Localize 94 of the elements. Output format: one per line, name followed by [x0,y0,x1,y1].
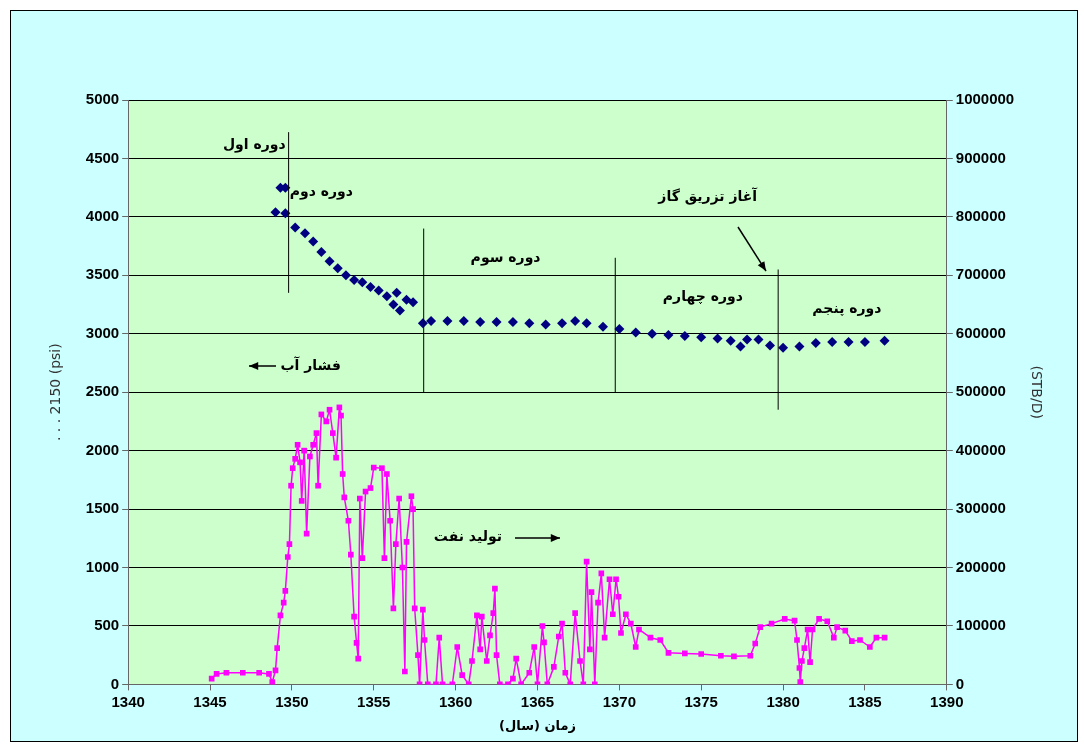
x-tick-label: 1355 [357,692,391,710]
y2-tick-label: 600000 [955,323,1006,341]
y2-tick-label: 700000 [955,265,1006,283]
y2-tick-label: 400000 [955,440,1006,458]
point [524,318,535,329]
y-axis-title: . . . 2150 (psi) [47,343,64,442]
point [581,318,592,329]
point [742,334,753,345]
point [290,222,301,233]
point [778,342,789,353]
point [810,338,821,349]
point [381,291,392,302]
point [426,315,437,326]
annotation: دوره اول [222,136,286,154]
y-tick-label: 500 [94,616,120,634]
y-tick-label: 1000 [85,557,120,575]
point [280,208,291,219]
y-tick-label: 2000 [85,440,120,458]
x-tick-label: 1370 [602,692,637,710]
annotation: تولید نفت [433,528,502,546]
x-tick-label: 1345 [193,692,227,710]
annotation: آغاز تزریق گاز [657,187,759,206]
x-tick-label: 1390 [930,692,964,710]
point [753,334,764,345]
point [679,331,690,342]
point [843,336,854,347]
y-tick-label: 4000 [85,207,120,225]
x-tick-label: 1375 [684,692,718,710]
point [696,332,707,343]
y2-tick-label: 900000 [955,148,1006,166]
point [597,321,608,332]
point [340,270,351,281]
annotation: دوره دوم [289,182,353,200]
point [827,336,838,347]
y2-tick-label: 1000000 [955,90,1015,108]
y2-tick-label: 100000 [955,616,1006,634]
point [647,328,658,339]
x-tick-label: 1350 [275,692,309,710]
point [557,318,568,329]
annotation: دوره سوم [470,249,541,267]
point [316,246,327,257]
y2-axis-title: (STB/D) [1028,365,1045,419]
point [373,285,384,296]
point [570,315,581,326]
y-tick-label: 5000 [85,90,120,108]
point [663,329,674,340]
y-tick-label: 4500 [85,148,120,166]
x-tick-label: 1385 [848,692,882,710]
point [859,336,870,347]
point [614,324,625,335]
point [794,341,805,352]
annotation: دوره پنجم [812,299,882,317]
y-tick-label: 1500 [85,499,120,517]
x-tick-label: 1380 [766,692,800,710]
x-tick-label: 1360 [438,692,473,710]
point [491,317,502,328]
point [630,327,641,338]
y-tick-label: 3500 [85,265,120,283]
point [308,236,319,247]
point [764,340,775,351]
y2-tick-label: 0 [955,674,965,692]
x-axis-title: زمان (سال) [499,717,576,733]
point [332,263,343,274]
point [394,305,405,316]
point [388,299,399,310]
point [879,335,890,346]
point [349,275,360,285]
annotation: دوره چهارم [662,288,743,306]
y2-tick-label: 200000 [955,557,1006,575]
annotation: فشار آب [280,355,341,373]
y2-tick-label: 800000 [955,207,1006,225]
point [270,207,281,218]
point [540,319,551,330]
point [725,335,736,346]
point [401,294,412,305]
point [299,228,310,239]
point [475,317,486,328]
point [735,341,746,352]
point [391,287,402,298]
y-tick-label: 3000 [85,323,120,341]
point [324,256,335,267]
y-tick-label: 2500 [85,382,120,400]
x-tick-label: 1340 [111,692,145,710]
y-tick-label: 0 [110,674,120,692]
x-tick-label: 1365 [520,692,555,710]
y2-tick-label: 500000 [955,382,1006,400]
point [507,317,518,328]
point [442,315,453,326]
point [357,277,368,288]
point [458,315,469,326]
point [365,282,376,293]
point [712,333,723,344]
y2-tick-label: 300000 [955,499,1006,517]
point [408,297,419,308]
